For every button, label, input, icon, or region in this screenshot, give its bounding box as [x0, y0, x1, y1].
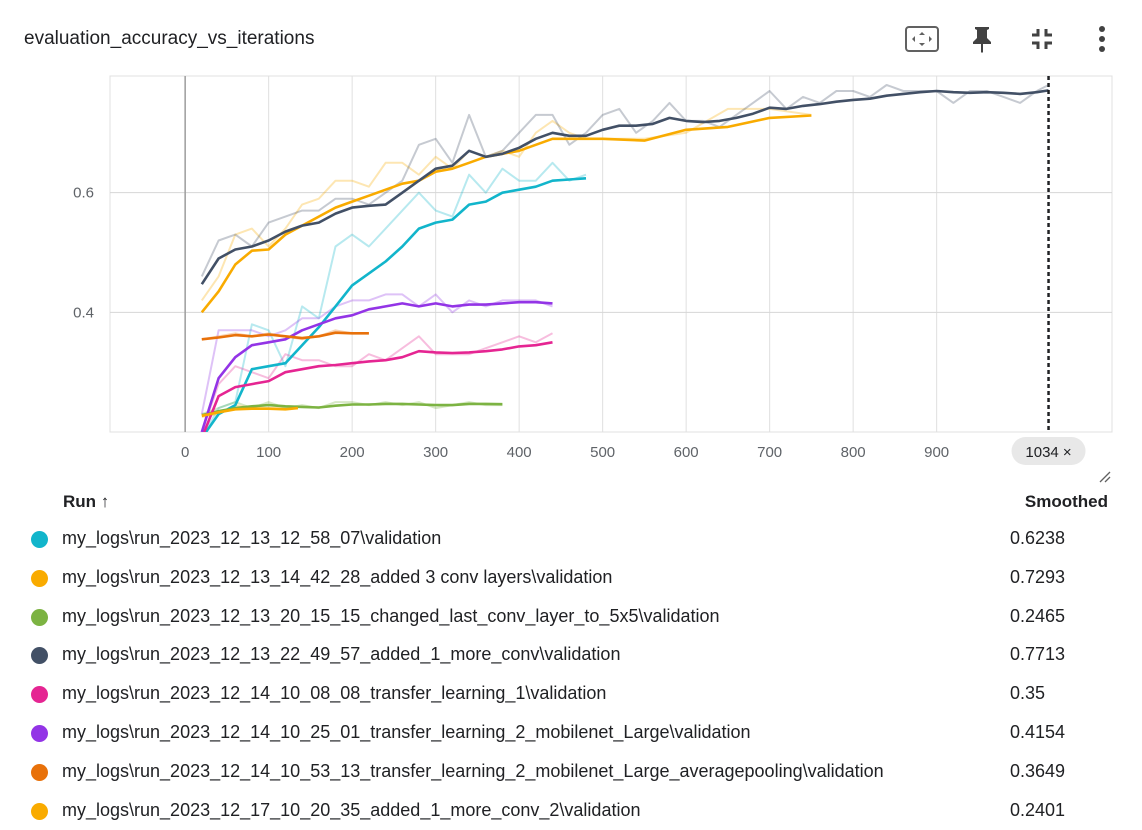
legend-rows: my_logs\run_2023_12_13_12_58_07\validati… [0, 520, 1142, 830]
series-group [200, 84, 1049, 432]
pin-icon [973, 27, 991, 53]
more-vert-icon [1099, 26, 1105, 52]
smoothed-column-header: Smoothed [1024, 492, 1108, 511]
legend-row[interactable]: my_logs\run_2023_12_13_20_15_15_changed_… [0, 598, 1142, 637]
cursor-step-label: 1034 × [1025, 444, 1071, 461]
x-tick-label: 300 [423, 444, 448, 461]
legend-row[interactable]: my_logs\run_2023_12_14_10_08_08_transfer… [0, 675, 1142, 714]
run-name: my_logs\run_2023_12_14_10_08_08_transfer… [62, 683, 607, 704]
run-color-dot [31, 531, 48, 548]
series-smoothed-line [200, 300, 553, 432]
series-smoothed-line [202, 341, 553, 432]
series-raw-line [200, 107, 812, 301]
legend-row[interactable]: my_logs\run_2023_12_13_14_42_28_added 3 … [0, 559, 1142, 598]
run-smoothed-value: 0.4154 [1010, 721, 1066, 742]
y-tick-label: 0.4 [73, 304, 94, 321]
run-name: my_logs\run_2023_12_13_22_49_57_added_1_… [62, 644, 621, 665]
run-name: my_logs\run_2023_12_17_10_20_35_added_1_… [62, 799, 641, 820]
run-color-dot [31, 608, 48, 626]
series-smoothed-line [201, 406, 299, 418]
series-smoothed-line [201, 402, 503, 417]
series-raw-line [200, 84, 1049, 277]
run-smoothed-value: 0.3649 [1010, 760, 1066, 781]
x-tick-label: 900 [924, 444, 949, 461]
x-tick-label: 700 [757, 444, 782, 461]
run-color-dot [31, 763, 48, 781]
run-name: my_logs\run_2023_12_14_10_25_01_transfer… [62, 721, 751, 742]
fit-to-screen-button[interactable] [902, 22, 942, 56]
run-smoothed-value: 0.2401 [1010, 799, 1066, 820]
run-smoothed-value: 0.7713 [1010, 644, 1066, 665]
plot-border [109, 75, 1113, 433]
series-smoothed-line [204, 177, 587, 432]
run-name: my_logs\run_2023_12_13_12_58_07\validati… [62, 528, 442, 548]
legend-header: Run ↑ Smoothed [0, 484, 1142, 520]
run-name: my_logs\run_2023_12_13_20_15_15_changed_… [62, 605, 720, 626]
line-chart[interactable]: 0 100 200 300 400 500 600 700 800 900 0.4 0.6 1034 × [0, 60, 1142, 484]
series-smoothed-line [200, 89, 1049, 285]
card-toolbar [902, 22, 1122, 56]
series-smoothed-line [200, 114, 812, 314]
run-smoothed-value: 0.7293 [1010, 566, 1066, 587]
card-title: evaluation_accuracy_vs_iterations [24, 28, 315, 49]
run-color-dot [31, 802, 48, 820]
run-column-header[interactable]: Run ↑ [63, 492, 110, 511]
run-color-dot [31, 569, 48, 587]
legend-row[interactable]: my_logs\run_2023_12_14_10_25_01_transfer… [0, 714, 1142, 753]
x-tick-label: 800 [841, 444, 866, 461]
legend-row[interactable]: my_logs\run_2023_12_13_12_58_07\validati… [0, 520, 1142, 559]
collapse-icon [1032, 29, 1052, 49]
fit-to-screen-icon [905, 26, 939, 52]
run-color-dot [31, 647, 48, 665]
run-color-dot [31, 686, 48, 704]
run-smoothed-value: 0.6238 [1010, 528, 1066, 548]
x-tick-label: 500 [590, 444, 615, 461]
x-tick-label: 200 [340, 444, 365, 461]
cursor-step-badge[interactable] [1011, 437, 1086, 465]
more-options-button[interactable] [1082, 22, 1122, 56]
run-smoothed-value: 0.2465 [1010, 605, 1066, 626]
run-color-dot [31, 724, 48, 742]
resize-handle-icon [1099, 471, 1111, 483]
run-smoothed-value: 0.35 [1010, 683, 1046, 704]
y-tick-label: 0.6 [73, 185, 94, 202]
legend-row[interactable]: my_logs\run_2023_12_17_10_20_35_added_1_… [0, 792, 1142, 830]
x-tick-label: 600 [674, 444, 699, 461]
run-name: my_logs\run_2023_12_13_14_42_28_added 3 … [62, 566, 613, 587]
run-name: my_logs\run_2023_12_14_10_53_13_transfer… [62, 760, 884, 781]
x-tick-label: 400 [507, 444, 532, 461]
collapse-button[interactable] [1022, 22, 1062, 56]
pin-button[interactable] [962, 22, 1002, 56]
x-tick-label: 0 [181, 444, 189, 461]
x-tick-label: 100 [256, 444, 281, 461]
runs-legend-table: Run ↑ Smoothed my_logs\run_2023_12_13_12… [0, 484, 1142, 830]
series-raw-line [204, 161, 587, 432]
series-smoothed-line [201, 331, 369, 341]
series-raw-line [200, 332, 553, 432]
legend-row[interactable]: my_logs\run_2023_12_14_10_53_13_transfer… [0, 753, 1142, 792]
legend-row[interactable]: my_logs\run_2023_12_13_22_49_57_added_1_… [0, 636, 1142, 675]
